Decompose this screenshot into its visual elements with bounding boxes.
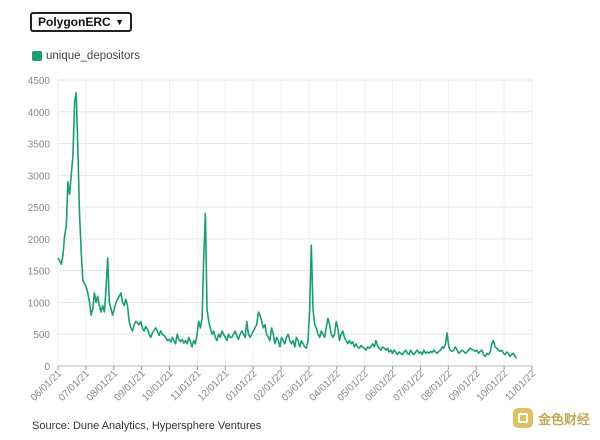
unique-depositors-line-chart: 0 500 1000 1500 2000 2500 3000 3500 4000 4500 06/… (28, 76, 539, 404)
chart-series (57, 91, 518, 359)
y-tick-label: 2500 (28, 203, 51, 214)
y-tick-label: 1500 (28, 267, 51, 278)
chain-selector-value: PolygonERC (38, 15, 111, 29)
y-tick-label: 500 (33, 330, 50, 341)
y-tick-label: 2000 (28, 235, 51, 246)
y-tick-label: 3000 (28, 171, 51, 182)
chart-grid (57, 79, 533, 367)
x-tick-label: 11/01/22 (503, 368, 538, 403)
series-line-unique-depositors (57, 91, 518, 359)
chevron-down-icon: ▼ (115, 17, 124, 27)
x-axis: 06/01/2107/01/2108/01/2109/01/2110/01/21… (29, 365, 538, 404)
source-caption: Source: Dune Analytics, Hypersphere Vent… (32, 420, 262, 432)
y-axis: 0 500 1000 1500 2000 2500 3000 3500 4000 4500 (28, 76, 51, 373)
watermark-text: 金色财经 (537, 411, 590, 427)
y-tick-label: 3500 (28, 140, 51, 151)
y-tick-label: 4500 (28, 76, 51, 87)
chart-legend[interactable]: unique_depositors (32, 50, 140, 62)
chain-selector-dropdown[interactable]: PolygonERC ▼ (30, 12, 132, 32)
y-tick-label: 1000 (28, 298, 51, 309)
watermark-icon (512, 408, 533, 428)
y-tick-label: 0 (44, 362, 50, 373)
legend-label: unique_depositors (46, 50, 140, 62)
watermark-logo: 金色财经 (512, 408, 590, 428)
y-tick-label: 4000 (28, 108, 51, 119)
legend-swatch (32, 51, 42, 61)
